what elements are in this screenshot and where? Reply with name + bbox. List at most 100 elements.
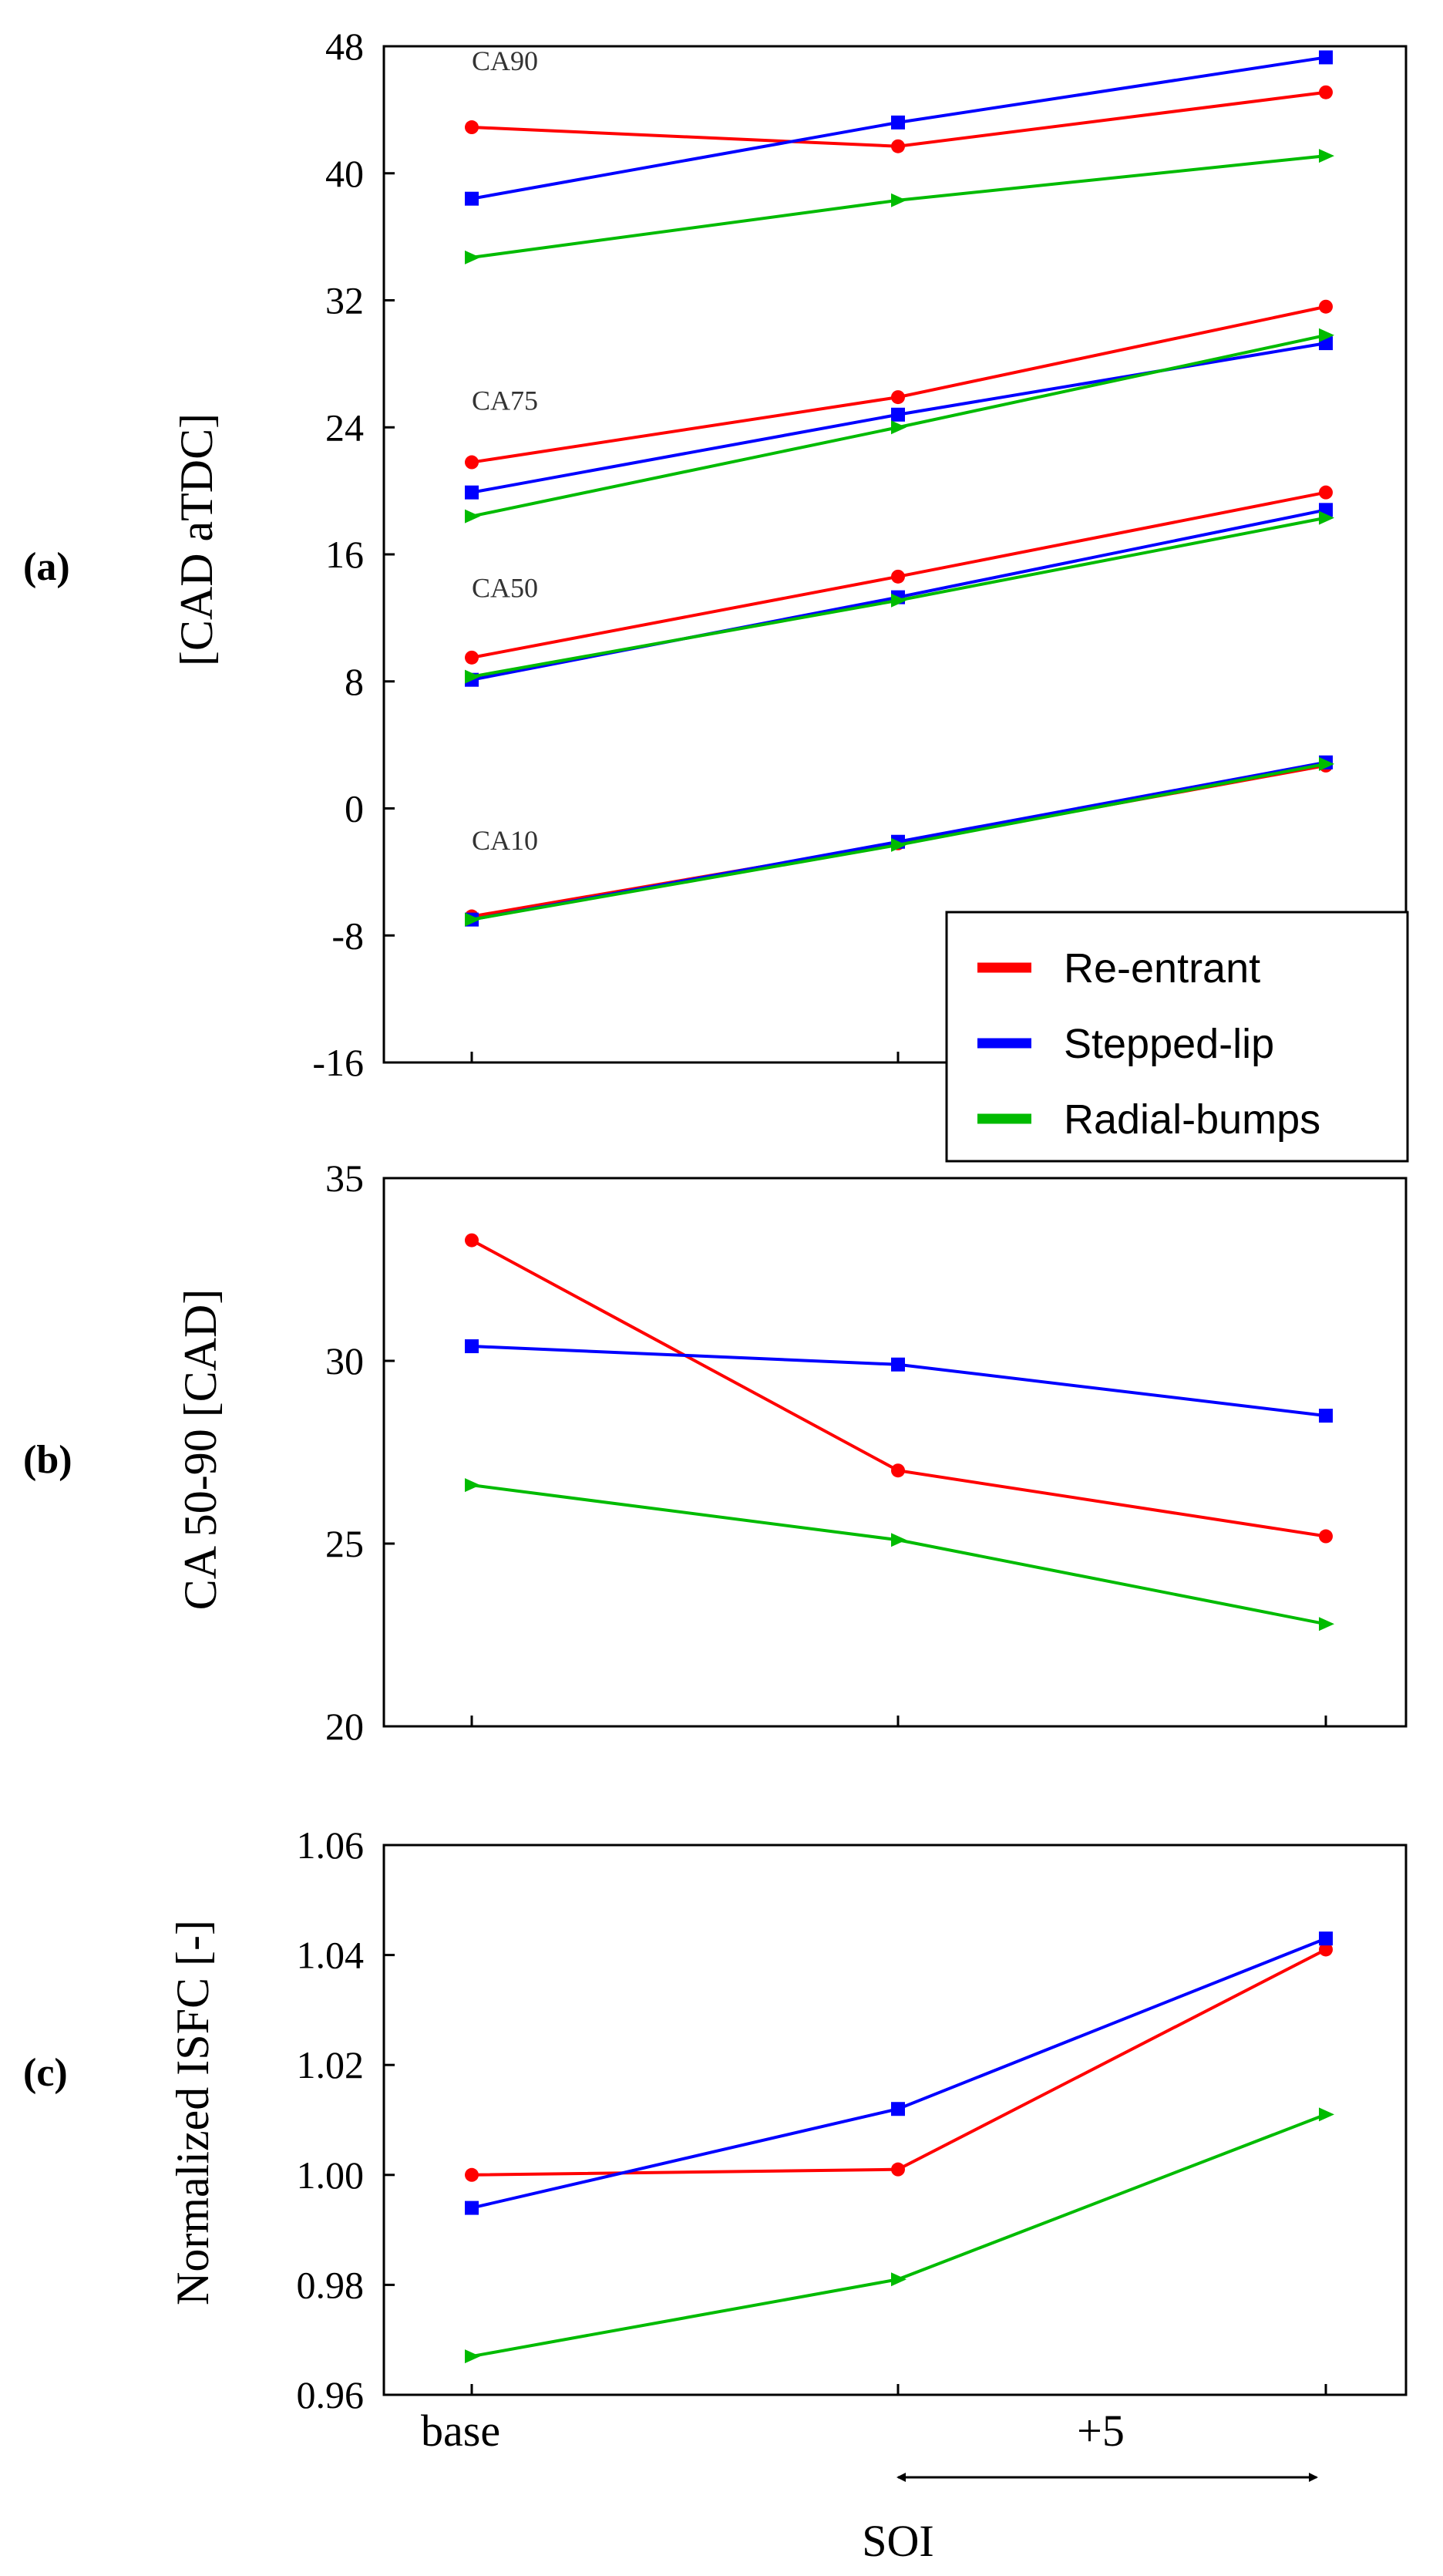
series-radial-bumps-ca10: [465, 756, 1334, 927]
panel-a-legend: Re-entrant Stepped-lip Radial-bumps: [945, 911, 1409, 1163]
data-point-re-entrant-ca50: [465, 650, 479, 665]
panel-a-series: [465, 50, 1334, 927]
series-stepped-lip: [465, 1931, 1333, 2215]
data-point-stepped-lip: [1319, 1931, 1333, 1946]
data-point-stepped-lip-ca90: [891, 115, 905, 130]
series-re-entrant-ca75: [465, 299, 1333, 470]
panel-b-xticks: [470, 1716, 1327, 1726]
panel-c-ytick-label: 0.98: [297, 2263, 365, 2306]
legend-label-stepped-lip: Stepped-lip: [1064, 1021, 1274, 1067]
panel-c-series: [465, 1931, 1334, 2364]
panel-a-yticks: -16 -8 0 8 16 24 32 40 48: [312, 25, 395, 1084]
panel-a-ylabel: [CAD aTDC]: [171, 413, 222, 666]
panel-c-ytick-label: 1.04: [297, 1934, 365, 1977]
series-radial-bumps: [465, 1478, 1334, 1631]
panel-c-ytick-label: 0.96: [297, 2373, 365, 2416]
data-point-radial-bumps-ca10: [891, 837, 906, 852]
data-point-re-entrant: [1319, 1942, 1333, 1957]
panel-c: (c) Normalized ISFC [-] 0.96 0.98 1.00 1.02…: [23, 1823, 1408, 2416]
data-point-radial-bumps-ca75: [1319, 328, 1334, 342]
legend-label-re-entrant: Re-entrant: [1064, 945, 1260, 992]
data-point-radial-bumps-ca90: [1319, 149, 1334, 163]
data-point-stepped-lip-ca90: [1319, 50, 1333, 65]
data-point-radial-bumps: [1319, 1617, 1334, 1631]
data-point-radial-bumps-ca50: [891, 593, 906, 608]
panel-b: (b) CA 50-90 [CAD] 20 25 30 35: [23, 1157, 1408, 1748]
panel-b-yticks: 20 25 30 35: [325, 1157, 395, 1748]
data-point-stepped-lip-ca75: [465, 485, 479, 500]
panel-a-label: (a): [23, 545, 70, 589]
data-point-re-entrant: [891, 1463, 905, 1478]
panel-c-label: (c): [23, 2051, 68, 2095]
series-re-entrant: [465, 1942, 1333, 2182]
data-point-radial-bumps-ca50: [465, 669, 480, 684]
series-line-re-entrant: [471, 1238, 1327, 1538]
panel-a: (a) [CAD aTDC] -16 -8 0 8 16 24 32 40 48 CA90 CA7…: [23, 25, 1409, 1163]
panel-c-frame: [382, 1844, 1408, 2396]
data-point-radial-bumps-ca75: [465, 509, 480, 524]
panel-a-annotations: CA90 CA75 CA50 CA10: [472, 45, 538, 856]
data-point-radial-bumps: [465, 2349, 480, 2364]
panel-c-xticks: [470, 2384, 1327, 2395]
data-point-re-entrant: [465, 2167, 479, 2182]
series-re-entrant: [465, 1233, 1333, 1544]
data-point-re-entrant-ca90: [1319, 85, 1333, 99]
annotation-ca50: CA50: [472, 573, 538, 604]
soi-arrow-label: +5: [1077, 2406, 1125, 2456]
panel-a-ytick-label: 16: [325, 533, 364, 576]
data-point-stepped-lip: [891, 1357, 905, 1372]
data-point-re-entrant: [465, 1233, 479, 1248]
panel-a-ytick-label: -16: [312, 1041, 364, 1084]
series-line-radial-bumps: [471, 2113, 1327, 2359]
data-point-radial-bumps-ca50: [1319, 510, 1334, 525]
data-point-re-entrant-ca90: [465, 120, 479, 135]
panel-c-yticks: 0.96 0.98 1.00 1.02 1.04 1.06: [297, 1823, 395, 2416]
series-radial-bumps: [465, 2107, 1334, 2364]
data-point-radial-bumps: [1319, 2107, 1334, 2122]
panel-b-ytick-label: 30: [325, 1339, 364, 1382]
data-point-re-entrant-ca75: [465, 455, 479, 470]
data-point-re-entrant-ca75: [1319, 299, 1333, 314]
series-radial-bumps-ca90: [465, 149, 1334, 264]
data-point-stepped-lip: [465, 2201, 479, 2215]
panel-b-frame: [382, 1177, 1408, 1728]
x-axis-label: SOI: [862, 2516, 933, 2566]
data-point-re-entrant: [891, 2162, 905, 2177]
panel-c-ytick-label: 1.00: [297, 2153, 365, 2197]
data-point-radial-bumps: [891, 2272, 906, 2287]
data-point-radial-bumps: [465, 1478, 480, 1493]
data-point-re-entrant-ca50: [891, 569, 905, 584]
data-point-radial-bumps-ca90: [465, 250, 480, 264]
data-point-re-entrant-ca75: [891, 390, 905, 405]
annotation-ca90: CA90: [472, 45, 538, 76]
series-line-radial-bumps-ca90: [471, 154, 1327, 259]
panel-a-ytick-label: 40: [325, 152, 364, 195]
panel-a-ytick-label: 32: [325, 279, 364, 322]
annotation-ca75: CA75: [472, 386, 538, 416]
panel-b-series: [465, 1233, 1334, 1631]
series-stepped-lip-ca10: [465, 755, 1333, 927]
data-point-re-entrant: [1319, 1529, 1333, 1544]
panel-c-ylabel: Normalized ISFC [-]: [167, 1920, 218, 2305]
panel-a-ytick-label: 48: [325, 25, 364, 68]
data-point-re-entrant-ca50: [1319, 485, 1333, 500]
series-radial-bumps-ca50: [465, 510, 1334, 684]
panel-a-ytick-label: -8: [331, 914, 364, 957]
series-re-entrant-ca90: [465, 85, 1333, 153]
data-point-radial-bumps-ca90: [891, 193, 906, 207]
series-line-radial-bumps: [471, 1483, 1327, 1626]
series-line-stepped-lip: [471, 1345, 1327, 1418]
data-point-stepped-lip: [891, 2102, 905, 2116]
series-stepped-lip-ca50: [465, 503, 1333, 687]
data-point-stepped-lip: [1319, 1409, 1333, 1423]
data-point-stepped-lip: [465, 1339, 479, 1354]
x-tick-label-base: base: [421, 2406, 500, 2456]
series-re-entrant-ca50: [465, 485, 1333, 665]
panel-b-label: (b): [23, 1438, 72, 1482]
legend-label-radial-bumps: Radial-bumps: [1064, 1096, 1320, 1143]
panel-b-ytick-label: 20: [325, 1705, 364, 1748]
data-point-radial-bumps-ca75: [891, 420, 906, 435]
panel-c-ytick-label: 1.06: [297, 1823, 365, 1867]
panel-b-ylabel: CA 50-90 [CAD]: [175, 1289, 226, 1611]
